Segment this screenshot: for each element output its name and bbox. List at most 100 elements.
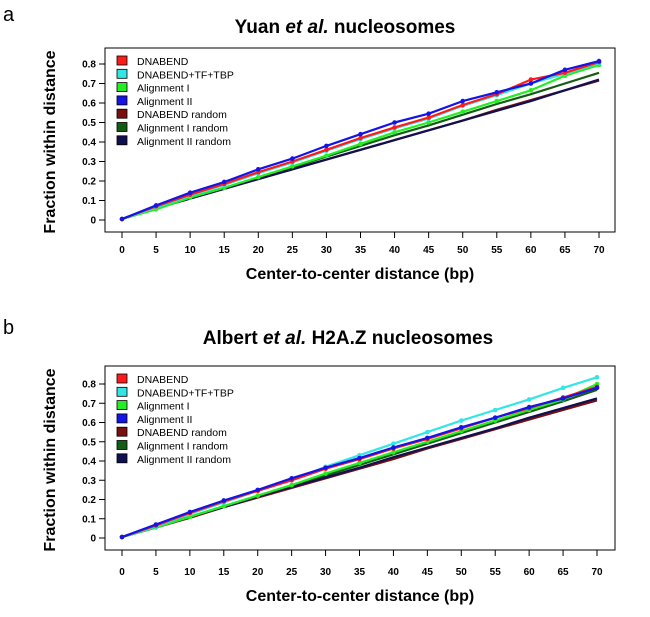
panel-a-x-tick-label: 55 (491, 245, 503, 256)
panel-b-x-tick-label: 35 (354, 567, 366, 578)
panel-b-y-tick-label: 0.6 (82, 418, 96, 429)
panel-b-x-tick-label: 0 (119, 567, 125, 578)
panel-b-x-tick-label: 20 (252, 567, 264, 578)
panel-a-series-alignment-i-point (290, 164, 295, 169)
panel-a-y-tick-label: 0 (90, 216, 96, 227)
panel-b-series-alignment-ii-point (255, 487, 261, 493)
panel-b-series-alignment-i-point (221, 503, 227, 509)
panel-a-series-dnabend-point (528, 77, 534, 82)
panel-b-legend-label: Alignment II random (137, 454, 231, 466)
panel-b-x-tick-label: 40 (388, 567, 400, 578)
panel-a-legend-label: Alignment II random (137, 136, 231, 148)
panel-a-series-dnabend-point (460, 102, 466, 108)
panel-a-series-alignment-i-point (426, 120, 431, 125)
panel-a-series-alignment-ii-point (528, 81, 534, 86)
panel-b-legend-swatch (116, 373, 128, 384)
panel-b-legend-label: Alignment I (137, 401, 190, 413)
panel-b-title-em: et al. (263, 328, 306, 349)
panel-a-series-alignment-ii-point (596, 58, 602, 64)
panel-b-x-tick-label: 10 (184, 567, 196, 578)
panel-a-series-alignment-i-point (460, 109, 466, 115)
panel-a-x-tick-label: 45 (423, 245, 435, 256)
panel-a-legend-swatch (116, 122, 128, 132)
panel-a-x-tick-label: 20 (253, 245, 265, 256)
panel-b-series-alignment-ii-point (526, 404, 532, 410)
panel-b-legend-swatch (116, 400, 128, 411)
panel-a-series-alignment-ii-point (153, 203, 159, 208)
panel-a-series-alignment-ii-point (494, 89, 500, 95)
panel-a-series-dnabend-point (426, 115, 431, 120)
panel-b-series-alignment-i-point (391, 450, 396, 455)
panel-a-legend-label: DNABEND+TF+TBP (137, 69, 234, 81)
panel-b-x-tick-label: 60 (524, 567, 536, 578)
panel-a-series-alignment-i-point (255, 174, 261, 180)
panel-b-legend-label: DNABEND random (137, 427, 227, 439)
panel-b-series-dnabend-tf-tbp-point (492, 407, 498, 413)
panel-a-legend-swatch (116, 82, 128, 92)
panel-a-x-tick-label: 10 (185, 245, 197, 256)
panel-b-series-dnabend-tf-tbp-point (526, 397, 532, 402)
panel-a-y-tick-label: 0.2 (82, 177, 96, 188)
panel-a-series-alignment-ii-point (358, 131, 363, 137)
panel-a-y-tick-label: 0.4 (82, 138, 96, 149)
panel-b-y-tick-label: 0.2 (82, 495, 96, 506)
panel-b-legend-swatch (116, 386, 128, 397)
panel-b-series-alignment-i-point (289, 482, 294, 488)
panel-a-x-tick-label: 0 (119, 245, 125, 256)
panel-a-legend-swatch (116, 135, 128, 146)
panel-a-series-alignment-ii-point (255, 167, 261, 172)
panel-a-series-dnabend-point (324, 147, 329, 153)
panel-a-x-tick-label: 50 (457, 245, 469, 256)
panel-a-legend-swatch (116, 68, 128, 79)
panel-a-series-dnabend-point (392, 125, 397, 130)
panel-b-legend-swatch (116, 440, 128, 450)
panel-a-series-alignment-ii-point (221, 179, 227, 185)
panel-b-series-alignment-ii-point (560, 396, 566, 401)
panel-a-x-tick-label: 5 (153, 245, 159, 256)
panel-a-y-tick-label: 0.7 (82, 79, 96, 90)
panel-a-legend-label: Alignment II (137, 96, 192, 108)
panel-b-y-tick-label: 0.7 (82, 399, 96, 410)
panel-b-x-tick-label: 50 (456, 567, 468, 578)
panel-a-x-tick-label: 40 (389, 245, 401, 256)
panel-b-x-tick-label: 15 (218, 567, 230, 578)
panel-b-series-alignment-ii-point (187, 509, 193, 515)
panel-a-series-alignment-ii-point (426, 111, 431, 117)
panel-a-series-alignment-i-point (324, 153, 329, 158)
panel-b-title-post: H2A.Z nucleosomes (306, 328, 493, 349)
panel-a-x-tick-label: 60 (525, 245, 537, 256)
panel-a-legend-label: DNABEND random (137, 109, 227, 121)
panel-a-series-alignment-ii-point (460, 98, 466, 104)
panel-b-series-dnabend-tf-tbp-point (458, 418, 464, 423)
panel-a-series-alignment-ii-point (392, 120, 397, 125)
panel-a-legend-swatch (116, 108, 128, 119)
panel-a-legend-swatch (116, 55, 128, 66)
panel-b-legend-swatch (116, 453, 128, 464)
panel-a-plot: 0 0.1 0.2 0.3 0.4 0.5 0.6 0.7 0.8 0 5 10 15 20 25 30 35 4… (82, 47, 616, 256)
panel-a-x-axis-label: Center-to-center distance (bp) (246, 266, 474, 283)
panel-b-series-alignment-ii-point (492, 415, 498, 420)
panel-b-x-tick-label: 65 (558, 567, 570, 578)
panel-b-series-alignment-ii-point (153, 522, 159, 527)
panel-a-y-tick-label: 0.5 (82, 118, 96, 129)
panel-b-legend-swatch (116, 426, 128, 437)
panel-b-series-dnabend-tf-tbp-point (425, 429, 430, 435)
panel-a-series-dnabend-point (358, 135, 363, 141)
panel-a-x-tick-label: 30 (321, 245, 333, 256)
panel-b-legend-swatch (116, 413, 128, 424)
panel-b-y-tick-label: 0.3 (82, 476, 96, 487)
panel-a-series-alignment-i-point (528, 88, 534, 93)
panel-a-series-alignment-i-point (358, 141, 363, 147)
panel-a-x-tick-label: 25 (287, 245, 299, 256)
panel-b-series-alignment-ii-point (458, 425, 464, 430)
panel-a-x-tick-label: 15 (219, 245, 231, 256)
panel-b-y-tick-label: 0.5 (82, 437, 96, 448)
panel-b-y-tick-label: 0.1 (82, 514, 96, 525)
panel-b-series-alignment-ii-point (594, 385, 600, 391)
panel-b-series-alignment-i-point (323, 471, 328, 476)
panel-b-x-tick-label: 25 (286, 567, 298, 578)
panel-b-series-alignment-ii-point (357, 455, 362, 461)
panel-a-y-axis-label: Fraction within distance (42, 50, 59, 233)
